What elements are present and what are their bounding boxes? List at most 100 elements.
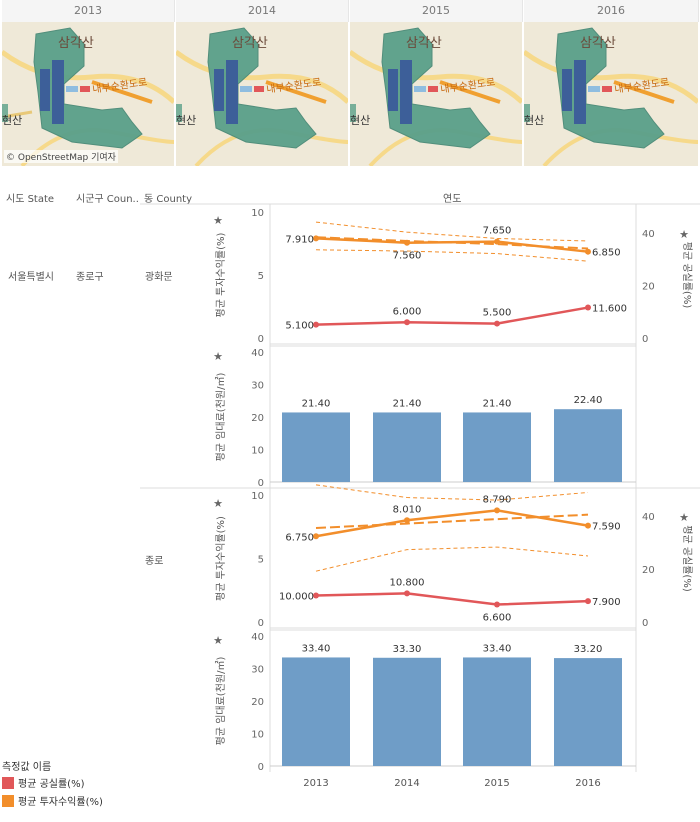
return-label-0-2: 7.650 [483,226,512,237]
bar-1-3 [554,409,622,482]
bar-y-tick-1: 20 [251,413,264,424]
legend-swatch-return [2,794,14,807]
vacancy-label-0-0: 5.100 [285,321,314,332]
map-year-header-2015: 2015 [350,0,523,22]
return-series-line-0 [315,237,589,253]
trend-band-lower-0 [315,249,589,262]
y-axis-title-left-0: 평균 투자수익률(%) [215,232,227,317]
y-axis-title-right-0: 평균 공실률(%) [681,242,693,309]
map-label-edge: 현산 [2,114,23,127]
pin-icon: ★ [213,497,223,510]
return-point-0-0 [313,235,319,242]
row-label-state[interactable]: 서울특별시 [8,272,54,283]
y-tick-left-0: 10 [251,208,264,219]
header-year[interactable]: 연도 [443,194,462,205]
return-label-2-0: 6.750 [285,532,314,543]
bar-y-tick-1: 40 [251,348,264,359]
map-panel-2013[interactable]: 삼각산 내부순환도로 현산 © OpenStreetMap 기여자 [2,22,175,166]
bar-y-tick-3: 0 [258,762,264,773]
pin-icon: ★ [213,634,223,647]
bar-1-0 [282,412,350,482]
legend-item-vacancy[interactable]: 평균 공실률(%) [2,775,84,790]
vacancy-point-0-0 [313,321,319,328]
map-label-mountain: 삼각산 [58,36,94,51]
legend-item-return[interactable]: 평균 투자수익률(%) [2,793,103,808]
vacancy-label-2-1: 10.800 [390,577,425,588]
bar-y-tick-3: 40 [251,632,264,643]
vacancy-point-0-2 [494,320,500,327]
return-point-2-1 [404,517,410,524]
bar-label-1-1: 21.40 [393,398,422,409]
bar-3-2 [463,657,531,766]
y-tick-left-2: 0 [258,618,264,629]
bar-y-tick-1: 30 [251,381,264,392]
y-axis-title-right-2: 평균 공실률(%) [681,525,693,592]
vacancy-label-2-2: 6.600 [483,613,512,624]
trend-band-upper-0 [315,221,589,242]
bar-3-3 [554,658,622,766]
vacancy-point-2-3 [585,598,591,605]
map-label-edge: 현산 [176,114,197,127]
return-point-2-2 [494,507,500,514]
pin-icon: ★ [213,214,223,227]
map-panel-2016[interactable]: 삼각산 내부순환도로 현산 [524,22,699,166]
legend-label-vacancy: 평균 공실률(%) [18,779,85,790]
bar-label-3-0: 33.40 [302,643,331,654]
x-tick-label-0: 2013 [303,778,328,789]
return-label-2-2: 8.790 [483,494,512,505]
trend-band-upper-2 [315,484,589,501]
map-label-edge: 현산 [350,114,371,127]
y-tick-left-2: 10 [251,491,264,502]
bar-3-1 [373,657,441,766]
vacancy-series-line-2 [315,592,589,606]
y-tick-left-0: 0 [258,334,264,345]
bar-1-1 [373,412,441,482]
bar-3-0 [282,657,350,766]
bar-label-1-3: 22.40 [574,395,603,406]
row-label-county[interactable]: 종로구 [76,272,104,283]
y-tick-right-0: 20 [642,282,655,293]
vacancy-series-line-0 [315,306,589,326]
return-point-0-3 [585,248,591,255]
row-label-dong-2[interactable]: 종로 [145,556,164,567]
row-label-dong-1[interactable]: 광화문 [145,272,173,283]
return-series-line-2 [315,509,589,538]
bar-label-1-0: 21.40 [302,398,331,409]
bar-label-3-1: 33.30 [393,644,422,655]
y-tick-right-2: 20 [642,565,655,576]
y-axis-title-left-2: 평균 투자수익률(%) [215,516,227,601]
map-panel-2015[interactable]: 삼각산 내부순환도로 현산 [350,22,523,166]
bar-label-1-2: 21.40 [483,398,512,409]
y-tick-right-2: 40 [642,512,655,523]
map-label-edge: 현산 [524,114,545,127]
legend-label-return: 평균 투자수익률(%) [18,797,103,808]
bar-label-3-3: 33.20 [574,644,603,655]
bar-y-tick-3: 30 [251,665,264,676]
x-tick-label-1: 2014 [394,778,419,789]
bar-y-tick-3: 20 [251,697,264,708]
vacancy-point-2-0 [313,592,319,599]
y-tick-left-2: 5 [258,555,264,566]
map-label-mountain: 삼각산 [580,36,616,51]
vacancy-label-0-1: 6.000 [393,306,422,317]
header-dong[interactable]: 동 County [144,194,192,205]
y-tick-right-0: 0 [642,334,648,345]
pin-icon: ★ [213,350,223,363]
return-label-2-1: 8.010 [393,504,422,515]
map-panel-2014[interactable]: 삼각산 내부순환도로 현산 [176,22,349,166]
y-tick-right-2: 0 [642,618,648,629]
header-state[interactable]: 시도 State [6,194,55,205]
return-point-0-2 [494,238,500,245]
return-label-0-1: 7.560 [393,251,422,262]
bar-label-3-2: 33.40 [483,643,512,654]
pin-icon: ★ [679,228,689,241]
vacancy-label-0-2: 5.500 [483,308,512,319]
trend-band-lower-2 [315,546,589,572]
trend-line-2 [315,513,589,530]
header-county[interactable]: 시군구 Coun.. [76,194,139,205]
vacancy-label-2-3: 7.900 [592,597,621,608]
map-attribution[interactable]: © OpenStreetMap 기여자 [4,150,118,163]
map-year-header-2016: 2016 [524,0,699,22]
map-year-header-2013: 2013 [2,0,175,22]
